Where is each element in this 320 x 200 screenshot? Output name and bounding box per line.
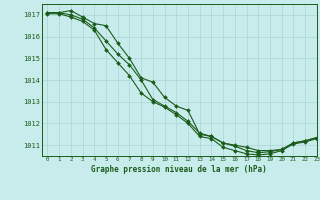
X-axis label: Graphe pression niveau de la mer (hPa): Graphe pression niveau de la mer (hPa) <box>91 165 267 174</box>
